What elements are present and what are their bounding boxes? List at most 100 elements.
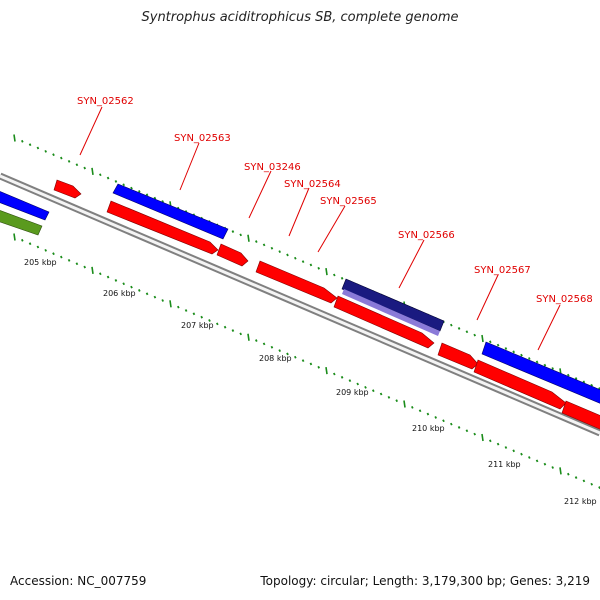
upper-track-minor-tick — [543, 363, 547, 367]
gene-syn-02566-shade — [342, 289, 440, 336]
gene-label-syn-02567[interactable]: SYN_02567 — [474, 265, 531, 276]
lower-track-minor-tick — [106, 275, 110, 279]
map-title: Syntrophus aciditrophicus SB, complete g… — [141, 10, 459, 25]
gene-labels: SYN_02562 SYN_02563 SYN_03246 SYN_02564 … — [77, 96, 593, 305]
lower-track-minor-tick — [176, 305, 180, 309]
lower-track-minor-tick — [543, 462, 547, 466]
lower-track-minor-tick — [590, 482, 594, 486]
lower-track-minor-tick — [449, 422, 453, 426]
gene-reverse-1[interactable] — [106, 200, 219, 255]
upper-track-minor-tick — [145, 193, 149, 197]
upper-track-minor-tick — [239, 233, 243, 237]
lower-track-minor-tick — [504, 446, 508, 449]
upper-track-minor-tick — [488, 340, 492, 344]
lower-track-minor-tick — [379, 392, 383, 396]
gene-label-syn-03246[interactable]: SYN_03246 — [244, 162, 301, 173]
upper-track-minor-tick — [83, 166, 87, 170]
lower-track-major-tick — [481, 433, 484, 442]
upper-track-minor-tick — [44, 149, 48, 153]
lower-track-minor-tick — [371, 389, 375, 393]
lower-track-minor-tick — [239, 332, 243, 336]
lower-track-major-tick — [325, 367, 328, 375]
lower-track-minor-tick — [36, 245, 40, 249]
gene-forward-partial-left[interactable] — [0, 183, 50, 221]
lower-track-minor-tick — [395, 399, 399, 403]
lower-track-minor-tick — [192, 312, 196, 316]
lower-track-minor-tick — [223, 325, 227, 329]
lower-track-minor-tick — [52, 252, 55, 256]
upper-track-minor-tick — [59, 156, 63, 160]
lower-track-major-tick — [91, 266, 94, 275]
upper-track-minor-tick — [566, 373, 570, 377]
gene-syn-02568[interactable] — [481, 341, 600, 410]
scale-label-207: 207 kbp — [181, 321, 214, 330]
lower-tick-track — [13, 233, 600, 489]
gene-label-syn-02562[interactable]: SYN_02562 — [77, 96, 134, 107]
lower-track-minor-tick — [340, 375, 344, 379]
gene-label-syn-02568[interactable]: SYN_02568 — [536, 294, 593, 305]
upper-track-minor-tick — [20, 139, 24, 143]
gene-syn-02564[interactable] — [255, 260, 338, 304]
upper-track-minor-tick — [449, 323, 453, 327]
upper-track-minor-tick — [52, 153, 55, 157]
lower-track-minor-tick — [473, 432, 477, 436]
lower-track-minor-tick — [137, 289, 141, 292]
upper-track-minor-tick — [75, 163, 79, 167]
upper-track-minor-tick — [114, 180, 118, 183]
genome-backbone — [0, 172, 600, 437]
gene-reverse-2[interactable] — [473, 359, 567, 410]
upper-track-minor-tick — [278, 250, 282, 253]
lower-track-minor-tick — [520, 452, 523, 456]
lower-track-minor-tick — [364, 385, 367, 389]
upper-track-minor-tick — [98, 173, 102, 177]
lower-track-minor-tick — [200, 315, 204, 319]
upper-track-major-tick — [247, 234, 250, 242]
upper-track-minor-tick — [153, 196, 157, 200]
gene-other-partial-left[interactable] — [0, 203, 43, 236]
gene-label-syn-02563[interactable]: SYN_02563 — [174, 133, 231, 144]
gene-reverse-3[interactable] — [561, 400, 600, 436]
upper-track-major-tick — [325, 268, 328, 276]
gene-label-syn-02566[interactable]: SYN_02566 — [398, 230, 455, 241]
lower-track-minor-tick — [67, 258, 71, 262]
upper-track-major-tick — [13, 134, 16, 142]
upper-track-minor-tick — [590, 383, 594, 387]
gene-syn-02563[interactable] — [112, 183, 229, 240]
upper-track-minor-tick — [67, 159, 71, 163]
lower-track-minor-tick — [387, 395, 391, 399]
lower-track-minor-tick — [254, 339, 258, 342]
lower-track-minor-tick — [270, 345, 274, 349]
upper-track-minor-tick — [535, 360, 539, 364]
scale-label-206: 206 kbp — [103, 289, 136, 298]
scale-label-205: 205 kbp — [24, 258, 57, 267]
lower-track-minor-tick — [262, 342, 266, 346]
upper-track-minor-tick — [496, 343, 500, 347]
lower-track-minor-tick — [293, 355, 297, 359]
lower-track-minor-tick — [301, 359, 305, 363]
lower-track-minor-tick — [566, 472, 570, 476]
gene-syn-02562[interactable] — [53, 179, 82, 199]
upper-track-minor-tick — [286, 253, 289, 257]
upper-track-minor-tick — [582, 380, 586, 384]
gene-label-syn-02565[interactable]: SYN_02565 — [320, 196, 377, 207]
gene-label-syn-02564[interactable]: SYN_02564 — [284, 179, 341, 190]
upper-track-minor-tick — [527, 357, 531, 360]
lower-track-minor-tick — [153, 295, 157, 299]
upper-tick-track — [13, 134, 600, 390]
lower-track-major-tick — [403, 400, 406, 408]
gene-syn-03246[interactable] — [216, 243, 249, 267]
gene-syn-02567[interactable] — [437, 342, 479, 370]
lower-track-minor-tick — [356, 382, 360, 386]
accession-text: Accession: NC_007759 — [10, 574, 147, 588]
upper-track-minor-tick — [231, 230, 235, 233]
lower-track-minor-tick — [426, 412, 430, 416]
lower-track-minor-tick — [208, 319, 211, 322]
lower-track-minor-tick — [122, 282, 126, 286]
gene-syn-02565[interactable] — [333, 295, 435, 349]
upper-track-minor-tick — [574, 377, 578, 380]
lower-track-minor-tick — [75, 262, 79, 266]
lower-track-minor-tick — [442, 419, 445, 423]
lower-track-minor-tick — [574, 476, 578, 479]
upper-track-minor-tick — [457, 327, 461, 330]
